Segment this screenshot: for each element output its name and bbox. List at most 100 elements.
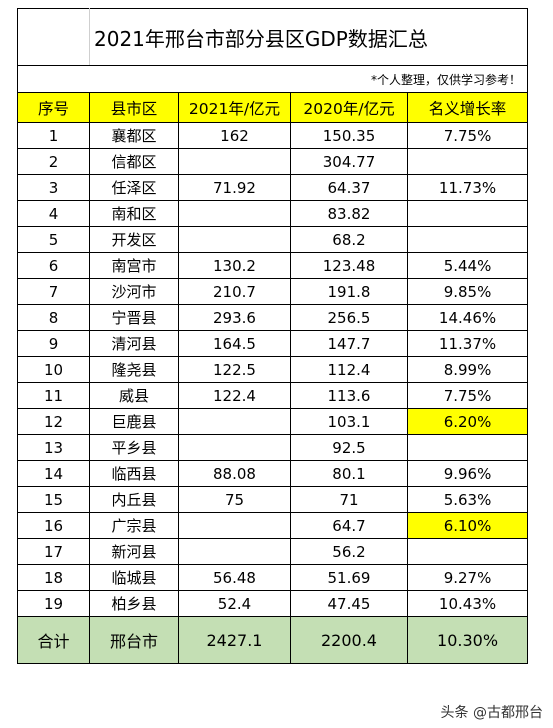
row-2021-cell: 210.7 xyxy=(178,278,291,305)
table-row: 13 平乡县 92.5 xyxy=(17,434,529,461)
row-name-cell: 临西县 xyxy=(89,460,179,487)
note-row: *个人整理，仅供学习参考！ xyxy=(16,65,529,93)
header-cell-2020: 2020年/亿元 xyxy=(290,92,408,123)
row-name-cell: 襄都区 xyxy=(89,122,179,149)
row-2021-cell: 75 xyxy=(178,486,291,513)
title-gutter-cell xyxy=(17,8,90,66)
row-name-cell: 信都区 xyxy=(89,148,179,175)
total-name-cell: 邢台市 xyxy=(89,616,179,664)
header-cell-2021: 2021年/亿元 xyxy=(178,92,291,123)
row-no-cell: 17 xyxy=(17,538,90,565)
table-row: 4 南和区 83.82 xyxy=(17,200,529,227)
row-2021-cell xyxy=(178,148,291,175)
table-row: 2 信都区 304.77 xyxy=(17,148,529,175)
row-growth-cell: 11.37% xyxy=(406,330,529,357)
row-2021-cell xyxy=(178,538,291,565)
row-2020-cell: 191.8 xyxy=(290,278,408,305)
row-growth-cell: 5.63% xyxy=(406,486,529,513)
table-row: 9 清河县 164.5 147.7 11.37% xyxy=(17,330,529,357)
row-no-cell: 7 xyxy=(17,278,90,305)
row-2020-cell: 103.1 xyxy=(290,408,408,435)
row-2020-cell: 304.77 xyxy=(290,148,408,175)
spreadsheet: 2021年邢台市部分县区GDP数据汇总 *个人整理，仅供学习参考！ 序号 县市区… xyxy=(16,8,529,664)
row-no-cell: 4 xyxy=(17,200,90,227)
row-no-cell: 19 xyxy=(17,590,90,617)
row-growth-cell xyxy=(406,434,529,461)
row-2020-cell: 68.2 xyxy=(290,226,408,253)
row-growth-cell: 5.44% xyxy=(406,252,529,279)
row-2021-cell: 130.2 xyxy=(178,252,291,279)
row-2021-cell xyxy=(178,434,291,461)
row-growth-cell xyxy=(406,226,529,253)
total-2021-cell: 2427.1 xyxy=(178,616,291,664)
header-cell-growth: 名义增长率 xyxy=(406,92,529,123)
table-row: 12 巨鹿县 103.1 6.20% xyxy=(17,408,529,435)
total-2020-cell: 2200.4 xyxy=(290,616,408,664)
row-no-cell: 6 xyxy=(17,252,90,279)
row-2020-cell: 150.35 xyxy=(290,122,408,149)
table-row: 17 新河县 56.2 xyxy=(17,538,529,565)
row-no-cell: 18 xyxy=(17,564,90,591)
row-name-cell: 开发区 xyxy=(89,226,179,253)
row-2020-cell: 80.1 xyxy=(290,460,408,487)
table-row: 16 广宗县 64.7 6.10% xyxy=(17,512,529,539)
row-name-cell: 沙河市 xyxy=(89,278,179,305)
row-no-cell: 11 xyxy=(17,382,90,409)
row-2021-cell: 122.4 xyxy=(178,382,291,409)
row-growth-cell: 7.75% xyxy=(406,122,529,149)
row-2020-cell: 56.2 xyxy=(290,538,408,565)
total-row: 合计 邢台市 2427.1 2200.4 10.30% xyxy=(17,616,529,664)
row-2021-cell xyxy=(178,226,291,253)
row-2021-cell xyxy=(178,200,291,227)
row-2020-cell: 92.5 xyxy=(290,434,408,461)
row-growth-cell: 7.75% xyxy=(406,382,529,409)
table-row: 5 开发区 68.2 xyxy=(17,226,529,253)
row-name-cell: 临城县 xyxy=(89,564,179,591)
row-name-cell: 平乡县 xyxy=(89,434,179,461)
row-growth-cell: 9.96% xyxy=(406,460,529,487)
row-name-cell: 隆尧县 xyxy=(89,356,179,383)
row-name-cell: 任泽区 xyxy=(89,174,179,201)
row-no-cell: 15 xyxy=(17,486,90,513)
row-growth-cell xyxy=(406,148,529,175)
table-row: 14 临西县 88.08 80.1 9.96% xyxy=(17,460,529,487)
row-2021-cell xyxy=(178,512,291,539)
row-no-cell: 3 xyxy=(17,174,90,201)
table-row: 18 临城县 56.48 51.69 9.27% xyxy=(17,564,529,591)
table-row: 6 南宫市 130.2 123.48 5.44% xyxy=(17,252,529,279)
table-row: 10 隆尧县 122.5 112.4 8.99% xyxy=(17,356,529,383)
row-growth-cell xyxy=(406,538,529,565)
row-2020-cell: 64.37 xyxy=(290,174,408,201)
row-2020-cell: 83.82 xyxy=(290,200,408,227)
row-2020-cell: 71 xyxy=(290,486,408,513)
table-row: 8 宁晋县 293.6 256.5 14.46% xyxy=(17,304,529,331)
row-no-cell: 12 xyxy=(17,408,90,435)
row-no-cell: 10 xyxy=(17,356,90,383)
row-growth-cell: 6.20% xyxy=(406,408,529,435)
table-row: 3 任泽区 71.92 64.37 11.73% xyxy=(17,174,529,201)
table-row: 15 内丘县 75 71 5.63% xyxy=(17,486,529,513)
row-2020-cell: 47.45 xyxy=(290,590,408,617)
row-growth-cell: 10.43% xyxy=(406,590,529,617)
row-2020-cell: 147.7 xyxy=(290,330,408,357)
table-row: 1 襄都区 162 150.35 7.75% xyxy=(17,122,529,149)
row-2021-cell xyxy=(178,408,291,435)
row-name-cell: 内丘县 xyxy=(89,486,179,513)
row-name-cell: 南宫市 xyxy=(89,252,179,279)
row-name-cell: 南和区 xyxy=(89,200,179,227)
title-row: 2021年邢台市部分县区GDP数据汇总 xyxy=(17,8,529,66)
row-no-cell: 8 xyxy=(17,304,90,331)
row-no-cell: 5 xyxy=(17,226,90,253)
row-no-cell: 14 xyxy=(17,460,90,487)
row-no-cell: 1 xyxy=(17,122,90,149)
gdp-table: 2021年邢台市部分县区GDP数据汇总 *个人整理，仅供学习参考！ 序号 县市区… xyxy=(16,8,529,664)
row-2021-cell: 122.5 xyxy=(178,356,291,383)
row-2020-cell: 51.69 xyxy=(290,564,408,591)
row-growth-cell xyxy=(406,200,529,227)
row-name-cell: 柏乡县 xyxy=(89,590,179,617)
table-title: 2021年邢台市部分县区GDP数据汇总 xyxy=(89,8,529,66)
row-growth-cell: 9.85% xyxy=(406,278,529,305)
row-growth-cell: 9.27% xyxy=(406,564,529,591)
row-growth-cell: 8.99% xyxy=(406,356,529,383)
row-name-cell: 广宗县 xyxy=(89,512,179,539)
